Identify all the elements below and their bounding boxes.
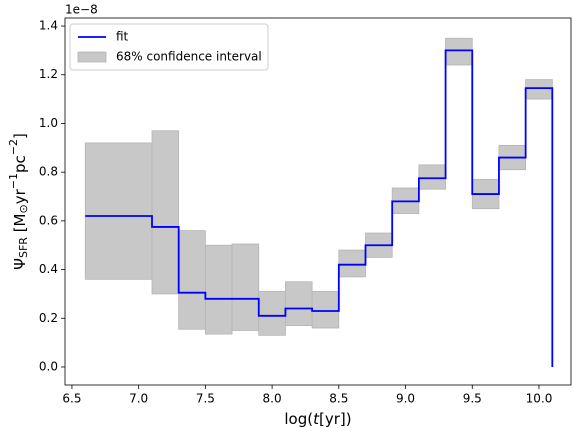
confidence-band: [338, 249, 366, 278]
y-label-part: SFR: [17, 237, 30, 258]
y-tick-label: 0.4: [39, 262, 58, 276]
x-tick-label: 6.5: [62, 392, 81, 406]
y-tick-label: 0.6: [39, 213, 58, 227]
y-axis-label: ΨSFR [M⊙yr−1pc−2]: [7, 133, 30, 270]
x-tick-label: 7.5: [196, 392, 215, 406]
y-tick-label: 0.8: [39, 165, 58, 179]
legend-label: 68% confidence interval: [116, 50, 262, 64]
x-tick-label: 9.5: [463, 392, 482, 406]
y-tick-label: 0.2: [39, 311, 58, 325]
confidence-band: [84, 142, 153, 280]
confidence-band: [178, 230, 206, 330]
y-label-part: yr: [11, 188, 29, 204]
y-tick-label: 1.2: [39, 67, 58, 81]
x-tick-label: 8.0: [263, 392, 282, 406]
x-axis-label: log(t[yr]): [284, 410, 351, 428]
confidence-band: [151, 130, 180, 295]
confidence-band: [258, 291, 286, 336]
confidence-band: [285, 281, 313, 326]
confidence-band: [311, 291, 340, 329]
y-tick-label: 1.0: [39, 116, 58, 130]
y-tick-label: 1.4: [39, 19, 58, 33]
fit-line: [85, 49, 554, 367]
confidence-band: [204, 244, 233, 335]
x-tick-label: 8.5: [329, 392, 348, 406]
y-label-part: pc: [11, 155, 29, 173]
y-label-part: −1: [7, 173, 20, 189]
offset-text: 1e−8: [65, 3, 98, 17]
y-label-part: −2: [7, 139, 20, 155]
axes-frame: [64, 17, 572, 386]
x-tick-label: 9.0: [396, 392, 415, 406]
legend-swatch: [77, 51, 107, 63]
confidence-band: [231, 243, 260, 331]
x-label-part: t: [313, 410, 320, 428]
y-label-part: ⊙: [17, 204, 30, 213]
x-label-part: log(: [284, 410, 313, 428]
y-label-part: Ψ: [11, 258, 29, 270]
y-label-part: ]: [11, 133, 29, 139]
x-tick-label: 10.0: [526, 392, 553, 406]
confidence-band: [525, 79, 553, 100]
confidence-band: [418, 164, 446, 190]
confidence-band: [445, 37, 473, 66]
legend-label: fit: [116, 30, 129, 44]
x-tick-label: 7.0: [129, 392, 148, 406]
y-label-part: [M: [11, 214, 29, 238]
x-label-part: [yr]): [319, 410, 352, 428]
legend-box: [69, 23, 269, 71]
y-tick-label: 0.0: [39, 359, 58, 373]
